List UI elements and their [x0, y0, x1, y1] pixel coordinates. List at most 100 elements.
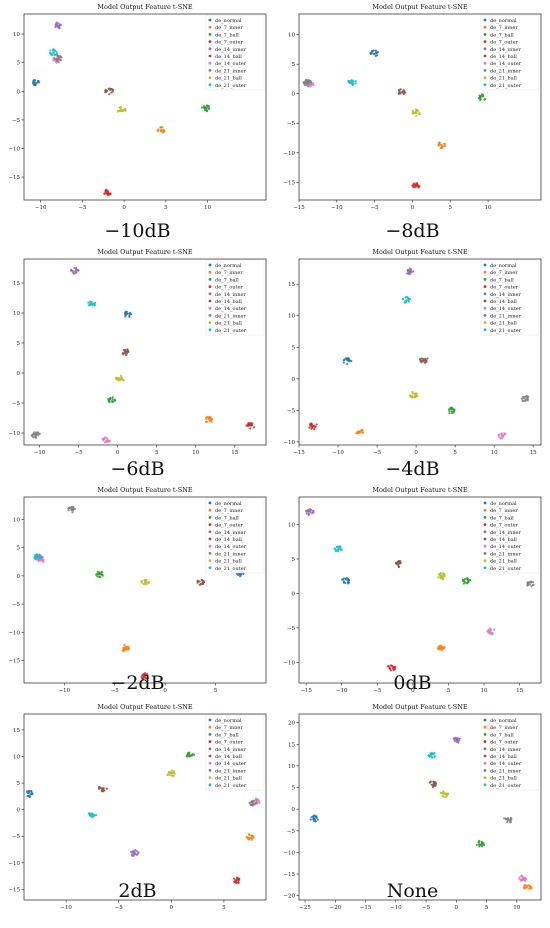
scatter-point-de_14_outer	[108, 439, 111, 443]
scatter-point-de_14_inner	[408, 269, 411, 273]
legend-marker-de_21_ball	[483, 559, 487, 562]
scatter-point-de_7_inner	[441, 646, 444, 649]
scatter-point-de_14_ball	[423, 359, 426, 362]
legend-marker-de_7_inner	[208, 25, 212, 29]
scatter-point-de_normal	[29, 789, 33, 793]
scatter-point-de_14_ball	[201, 582, 205, 585]
legend-label: de_7_ball	[490, 32, 514, 38]
legend-label: de_21_ball	[215, 776, 242, 782]
scatter-point-de_14_outer	[501, 435, 504, 438]
legend-label: de_21_outer	[215, 328, 247, 334]
legend-marker-de_14_ball	[483, 299, 487, 303]
scatter-point-de_21_inner	[528, 583, 532, 586]
legend-label: de_14_ball	[215, 537, 242, 543]
legend-label: de_7_outer	[490, 285, 519, 291]
scatter-points	[309, 723, 533, 890]
legend-marker-de_21_outer	[208, 566, 212, 570]
legend-marker-de_normal	[208, 501, 212, 505]
scatter-point-de_7_inner	[248, 833, 251, 836]
scatter-point-de_normal	[372, 52, 375, 55]
legend-marker-de_21_outer	[208, 83, 212, 87]
legend-label: de_14_inner	[490, 530, 522, 536]
scatter-point-de_7_inner	[207, 417, 211, 421]
y-tick-label: −10	[8, 861, 20, 867]
scatter-point-de_14_outer	[503, 432, 506, 435]
scatter-point-de_14_ball	[420, 360, 423, 363]
scatter-point-de_21_ball	[413, 395, 417, 398]
legend-marker-de_14_inner	[208, 47, 212, 51]
scatter-point-de_7_inner	[205, 416, 208, 419]
scatter-point-de_14_ball	[126, 349, 130, 352]
scatter-point-de_21_outer	[336, 550, 339, 553]
scatter-point-de_14_ball	[398, 561, 401, 565]
x-tick-label: −10	[332, 450, 344, 456]
chart-title: Model Output Feature t-SNE	[372, 248, 468, 256]
legend-label: de_21_inner	[490, 68, 522, 74]
scatter-point-de_21_outer	[55, 50, 58, 53]
scatter-point-de_7_ball	[111, 400, 114, 403]
legend-label: de_7_inner	[490, 25, 518, 31]
y-tick-label: 0	[17, 808, 21, 814]
scatter-point-de_21_inner	[521, 399, 524, 402]
scatter-point-de_7_ball	[113, 398, 116, 401]
scatter-point-de_21_ball	[411, 392, 414, 395]
legend-label: de_7_inner	[490, 508, 518, 514]
scatter-point-de_7_outer	[247, 421, 250, 425]
scatter-point-de_14_inner	[55, 22, 58, 25]
scatter-point-de_14_ball	[419, 358, 422, 361]
scatter-point-de_7_inner	[524, 884, 527, 887]
scatter-point-de_14_outer	[103, 441, 107, 444]
x-tick-label: −10	[390, 905, 402, 911]
scatter-point-de_21_outer	[339, 546, 342, 550]
scatter-point-de_7_inner	[123, 643, 126, 646]
y-tick-label: 0	[292, 807, 296, 813]
y-tick-label: 10	[288, 314, 295, 320]
y-tick-label: −5	[12, 118, 21, 124]
scatter-point-de_14_inner	[57, 22, 60, 25]
scatter-point-de_21_outer	[38, 555, 41, 559]
y-tick-label: 10	[13, 755, 20, 761]
x-tick-label: 5	[485, 905, 489, 911]
scatter-point-de_14_inner	[73, 266, 76, 270]
scatter-point-de_7_ball	[452, 408, 455, 411]
scatter-point-de_21_inner	[248, 801, 251, 804]
legend-label: de_7_outer	[215, 285, 244, 291]
legend-label: de_21_inner	[215, 768, 247, 774]
scatter-point-de_21_inner	[60, 56, 63, 59]
scatter-point-de_7_outer	[246, 424, 250, 428]
legend-label: de_7_outer	[490, 740, 519, 746]
y-tick-label: 5	[292, 786, 296, 792]
scatter-point-de_7_outer	[417, 186, 420, 189]
scatter-point-de_14_inner	[309, 511, 312, 514]
scatter-point-de_7_outer	[413, 185, 417, 189]
scatter-point-de_21_inner	[68, 507, 72, 510]
y-tick-label: −20	[283, 894, 295, 900]
x-tick-label: 15	[530, 450, 537, 456]
scatter-point-de_normal	[375, 54, 378, 57]
legend-label: de_21_outer	[215, 566, 247, 572]
y-tick-label: 5	[17, 781, 21, 787]
legend-label: de_7_inner	[490, 725, 518, 731]
x-tick-label: 5	[214, 688, 218, 694]
legend-marker-de_7_inner	[208, 508, 212, 512]
x-tick-label: 15	[231, 450, 238, 456]
scatter-point-de_14_inner	[135, 850, 138, 853]
legend-marker-de_7_inner	[208, 270, 212, 274]
legend-label: de_normal	[490, 263, 517, 269]
legend-label: de_14_outer	[215, 306, 247, 312]
y-tick-label: 20	[288, 721, 295, 727]
legend-label: de_normal	[215, 501, 242, 507]
scatter-point-de_normal	[315, 816, 318, 819]
scatter-point-de_7_ball	[187, 752, 190, 755]
legend-label: de_7_ball	[215, 32, 239, 38]
scatter-point-de_normal	[371, 50, 374, 53]
scatter-point-de_21_ball	[442, 572, 445, 575]
x-tick-label: 10	[513, 905, 520, 911]
scatter-point-de_21_inner	[37, 431, 40, 435]
scatter-point-de_21_inner	[526, 584, 529, 587]
legend-label: de_7_inner	[215, 508, 243, 514]
y-tick-label: 0	[17, 89, 21, 95]
legend-label: de_normal	[215, 263, 242, 269]
scatter-point-de_21_inner	[255, 799, 258, 802]
scatter-point-de_normal	[28, 795, 32, 798]
